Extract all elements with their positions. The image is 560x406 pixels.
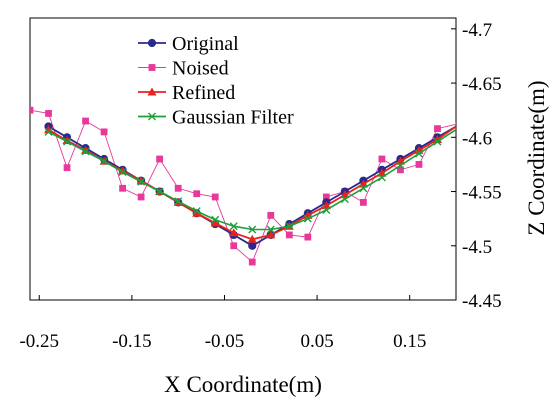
point-gaussian-filter (63, 137, 72, 146)
point-gaussian-filter (81, 147, 90, 156)
point-gaussian-filter (118, 168, 127, 177)
point-gaussian-filter (211, 215, 220, 224)
legend-marker (147, 38, 157, 48)
legend-marker (148, 64, 156, 71)
x-tick-label: -0.15 (112, 331, 152, 352)
legend-item-original: Original (138, 33, 239, 55)
x-tick-label: 0.05 (300, 331, 333, 352)
x-axis-title: X Coordinate(m) (164, 372, 322, 397)
point-gaussian-filter (396, 161, 405, 170)
point-refined (192, 208, 202, 217)
point-noised (415, 161, 423, 168)
point-noised (137, 193, 145, 201)
point-noised (156, 155, 164, 163)
series-gaussian-filter (44, 127, 456, 234)
series-layer (30, 106, 456, 266)
point-noised (82, 117, 89, 125)
point-noised (45, 110, 52, 117)
point-gaussian-filter (192, 207, 201, 216)
legend-marker (147, 87, 157, 96)
point-noised (100, 128, 108, 136)
ticks-layer: -0.25 -0.15 -0.05 0.05 0.15 -4.7 -4.65 -4.6 -4.5… (19, 20, 501, 352)
point-noised (378, 155, 386, 163)
series-noised (30, 106, 456, 266)
legend-item-noised: Noised (138, 58, 229, 80)
point-original (248, 241, 257, 250)
point-gaussian-filter (285, 222, 294, 231)
point-gaussian-filter (155, 187, 164, 196)
legend-item-gaussian-filter: Gaussian Filter (138, 107, 294, 129)
point-gaussian-filter (248, 225, 257, 234)
point-noised (285, 231, 293, 239)
y-tick-label: -4.6 (462, 128, 492, 149)
point-gaussian-filter (359, 184, 368, 193)
legend-item-refined: Refined (138, 82, 235, 104)
y-tick-label: -4.55 (462, 183, 502, 204)
point-gaussian-filter (414, 149, 423, 158)
point-noised (230, 242, 238, 250)
y-tick-label: -4.65 (462, 74, 502, 95)
series-line-original (48, 125, 456, 247)
plot-frame (29, 17, 457, 301)
x-tick-label: 0.15 (393, 331, 426, 352)
point-refined (266, 230, 276, 239)
point-noised (193, 190, 201, 198)
plot-border (29, 17, 457, 301)
point-gaussian-filter (266, 225, 275, 234)
legend-marker (148, 112, 156, 121)
y-tick-label: -4.5 (462, 237, 492, 258)
point-refined (247, 234, 257, 243)
point-noised (267, 212, 275, 219)
point-gaussian-filter (100, 157, 109, 166)
point-noised (30, 106, 34, 114)
point-noised (359, 198, 367, 206)
point-gaussian-filter (229, 222, 238, 231)
legend-label: Noised (172, 58, 229, 80)
point-refined (210, 218, 220, 227)
point-gaussian-filter (433, 137, 442, 146)
point-gaussian-filter (44, 127, 53, 136)
point-gaussian-filter (322, 205, 331, 214)
point-gaussian-filter (137, 177, 146, 186)
point-noised (434, 125, 441, 133)
point-gaussian-filter (174, 197, 183, 206)
x-tick-label: -0.25 (19, 331, 59, 352)
series-line-refined (48, 125, 456, 241)
y-axis-title: Z Coordinate(m) (524, 80, 549, 235)
legend-label: Refined (172, 82, 235, 104)
point-noised (322, 193, 330, 201)
point-refined (44, 125, 54, 134)
series-line-gaussian-filter (48, 129, 456, 231)
point-gaussian-filter (377, 173, 386, 182)
point-gaussian-filter (303, 214, 312, 223)
point-noised (211, 193, 219, 201)
x-tick-label: -0.05 (205, 331, 245, 352)
point-noised (397, 166, 404, 174)
legend-label: Original (172, 33, 239, 55)
y-tick-label: -4.7 (462, 20, 492, 41)
legend-label: Gaussian Filter (172, 107, 294, 129)
point-gaussian-filter (340, 195, 349, 204)
point-noised (304, 233, 312, 241)
point-refined (229, 228, 239, 237)
y-tick-label: -4.45 (462, 291, 502, 312)
point-noised (63, 164, 71, 172)
point-noised (248, 258, 256, 266)
point-noised (174, 184, 182, 192)
series-refined (44, 125, 456, 243)
point-noised (119, 184, 127, 192)
